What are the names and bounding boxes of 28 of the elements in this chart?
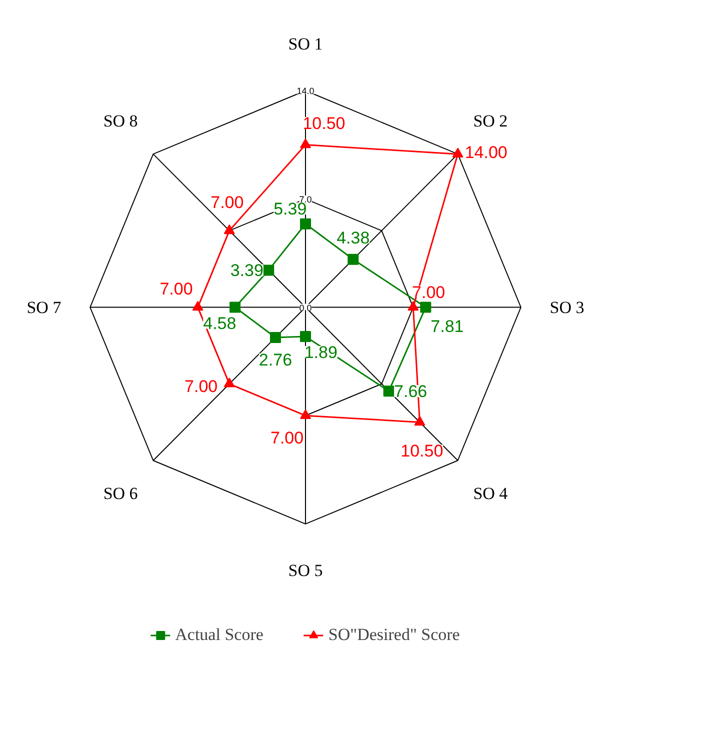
data-label: 10.50: [302, 114, 346, 134]
legend-label: Actual Score: [175, 625, 264, 645]
legend-label: SO"Desired" Score: [328, 625, 460, 645]
data-label: 2.76: [258, 350, 292, 370]
y-tick-label: 14.0: [296, 86, 314, 96]
data-label: 7.00: [412, 282, 446, 302]
spoke-label: SO 6: [103, 484, 138, 503]
data-label: 4.58: [203, 314, 236, 333]
spoke-label: SO 4: [473, 484, 508, 503]
data-label: 4.38: [336, 228, 370, 248]
data-label: 7.00: [270, 428, 304, 448]
spoke-label: SO 3: [550, 298, 584, 317]
data-label: 14.00: [464, 142, 508, 162]
spoke-label: SO 5: [288, 560, 323, 580]
spoke-label: SO 1: [288, 34, 323, 54]
spoke-label: SO 8: [103, 112, 138, 131]
data-label: 3.39: [230, 261, 264, 280]
spoke-label: SO 7: [26, 298, 62, 317]
spoke-label: SO 2: [473, 112, 508, 131]
data-label: 7.00: [184, 377, 218, 396]
data-label: 10.50: [400, 442, 444, 461]
data-label: 7.66: [394, 382, 428, 402]
y-tick-label: 0.0: [299, 302, 312, 313]
y-tick-label: 7.0: [299, 194, 312, 204]
data-label: 7.00: [160, 280, 193, 299]
data-label: 7.00: [210, 193, 244, 212]
data-label: 1.89: [304, 343, 338, 362]
data-label: 7.81: [430, 316, 464, 336]
